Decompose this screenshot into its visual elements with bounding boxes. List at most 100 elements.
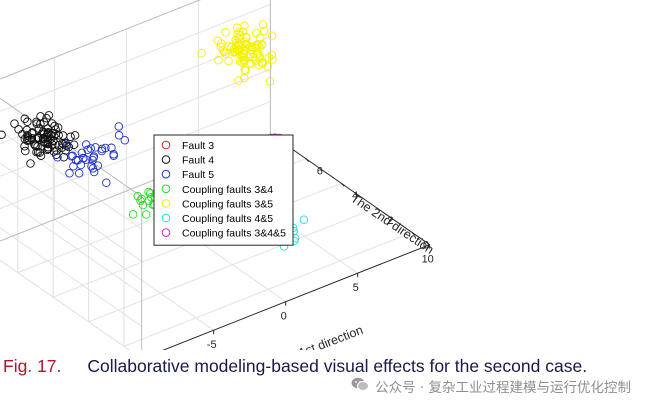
grid-line	[0, 101, 271, 210]
data-point	[241, 32, 251, 42]
x-axis-label: The 1st direction	[274, 323, 365, 350]
legend-marker	[161, 155, 171, 164]
data-point	[83, 145, 92, 155]
watermark: 公众号 · 复杂工业过程建模与运行优化控制	[351, 376, 631, 396]
data-point	[73, 156, 83, 165]
data-point	[114, 131, 124, 140]
data-point	[137, 194, 146, 204]
data-point	[197, 48, 206, 58]
data-point	[221, 28, 230, 37]
data-point	[255, 54, 264, 63]
data-point	[257, 58, 267, 67]
legend-label: Fault 4	[182, 155, 214, 167]
x-tick-label: 5	[353, 282, 359, 294]
data-point	[136, 196, 145, 205]
data-point	[23, 131, 32, 140]
data-point	[27, 133, 37, 143]
data-point	[81, 155, 91, 164]
grid-line	[0, 162, 142, 262]
data-point	[245, 49, 255, 59]
data-point	[120, 135, 130, 145]
data-point	[97, 144, 107, 154]
caption-text: Collaborative modeling-based visual effe…	[87, 356, 588, 376]
x-tick-label: 10	[422, 254, 434, 266]
data-point	[61, 146, 70, 155]
grid-line	[0, 194, 142, 295]
data-point	[237, 58, 247, 67]
data-point	[89, 167, 99, 177]
legend-box	[153, 134, 294, 246]
data-point	[299, 215, 309, 224]
data-point	[220, 47, 229, 57]
data-point	[141, 210, 151, 219]
data-point	[10, 119, 19, 128]
data-point	[34, 133, 43, 142]
data-point	[258, 20, 268, 29]
data-point	[233, 29, 242, 39]
data-point	[128, 210, 138, 219]
legend-marker	[161, 184, 171, 194]
x-tick-label: 0	[281, 311, 287, 323]
data-point	[69, 140, 79, 149]
data-point	[23, 136, 32, 146]
data-point	[65, 169, 74, 178]
data-point	[32, 147, 41, 157]
data-point	[74, 169, 84, 178]
data-point	[235, 27, 244, 36]
data-point	[227, 42, 236, 52]
watermark-text: 公众号 · 复杂工业过程建模与运行优化控制	[375, 380, 631, 396]
x-axis-line	[162, 244, 430, 350]
data-point	[23, 117, 32, 127]
series-coupling-faults-3-5	[197, 20, 277, 86]
grid-line	[123, 231, 413, 347]
data-point	[20, 114, 30, 124]
data-point	[62, 140, 72, 149]
data-point	[216, 39, 226, 48]
legend-label: Coupling faults 4&5	[182, 213, 273, 225]
data-point	[232, 38, 241, 48]
data-point	[240, 73, 249, 83]
grid-line	[0, 68, 271, 177]
data-point	[22, 125, 32, 135]
data-point	[49, 131, 59, 141]
data-point	[42, 113, 51, 123]
data-point	[238, 48, 248, 58]
y-tick-label: 6	[317, 166, 323, 178]
data-point	[114, 122, 124, 131]
grid-line	[0, 259, 131, 350]
data-point	[26, 159, 35, 168]
data-point	[224, 56, 233, 66]
data-point	[259, 26, 269, 36]
data-point	[91, 143, 100, 152]
data-point	[14, 125, 23, 134]
legend-label: Fault 5	[182, 169, 214, 181]
wechat-icon	[351, 377, 370, 396]
legend-label: Coupling faults 3&4&5	[182, 228, 286, 240]
data-point	[234, 76, 243, 85]
data-point	[107, 143, 116, 153]
grid-line	[0, 3, 271, 112]
y-tick-label: 0	[423, 239, 429, 251]
data-point	[252, 49, 261, 59]
legend-marker	[161, 140, 171, 150]
grid-line	[126, 190, 286, 303]
data-point	[267, 31, 277, 41]
data-point	[76, 160, 86, 170]
data-point	[52, 146, 61, 155]
data-point	[267, 50, 277, 60]
data-point	[257, 40, 266, 50]
data-point	[68, 151, 77, 160]
data-point	[144, 187, 153, 197]
figure-caption: Fig. 17. Collaborative modeling-based vis…	[3, 356, 643, 377]
legend-marker	[161, 213, 171, 223]
data-point	[109, 149, 118, 159]
data-point	[18, 130, 27, 139]
data-point	[268, 55, 277, 64]
data-point	[218, 45, 228, 55]
data-point	[138, 200, 148, 210]
data-point	[21, 146, 30, 156]
data-point	[47, 119, 57, 128]
data-point	[66, 132, 75, 142]
